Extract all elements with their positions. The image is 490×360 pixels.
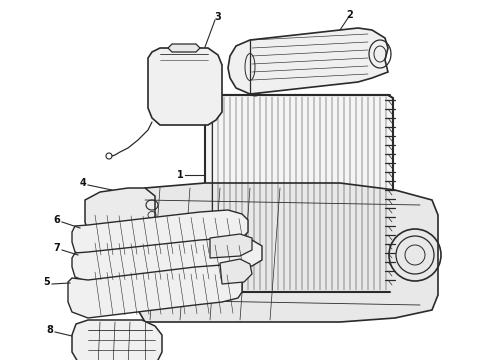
Polygon shape	[68, 265, 242, 318]
Text: 7: 7	[53, 243, 60, 253]
Polygon shape	[228, 28, 388, 94]
Text: 1: 1	[176, 170, 183, 180]
Polygon shape	[220, 259, 252, 284]
Polygon shape	[85, 188, 155, 238]
Polygon shape	[72, 238, 262, 282]
Text: 5: 5	[44, 277, 50, 287]
Polygon shape	[72, 320, 162, 360]
Text: 6: 6	[53, 215, 60, 225]
Text: 4: 4	[80, 178, 86, 188]
Polygon shape	[210, 234, 252, 258]
Polygon shape	[168, 44, 200, 52]
Polygon shape	[205, 95, 393, 292]
Text: 3: 3	[215, 12, 221, 22]
Text: 8: 8	[47, 325, 53, 335]
Polygon shape	[72, 210, 248, 257]
Polygon shape	[148, 48, 222, 125]
Text: 2: 2	[346, 10, 353, 20]
Polygon shape	[135, 183, 438, 322]
